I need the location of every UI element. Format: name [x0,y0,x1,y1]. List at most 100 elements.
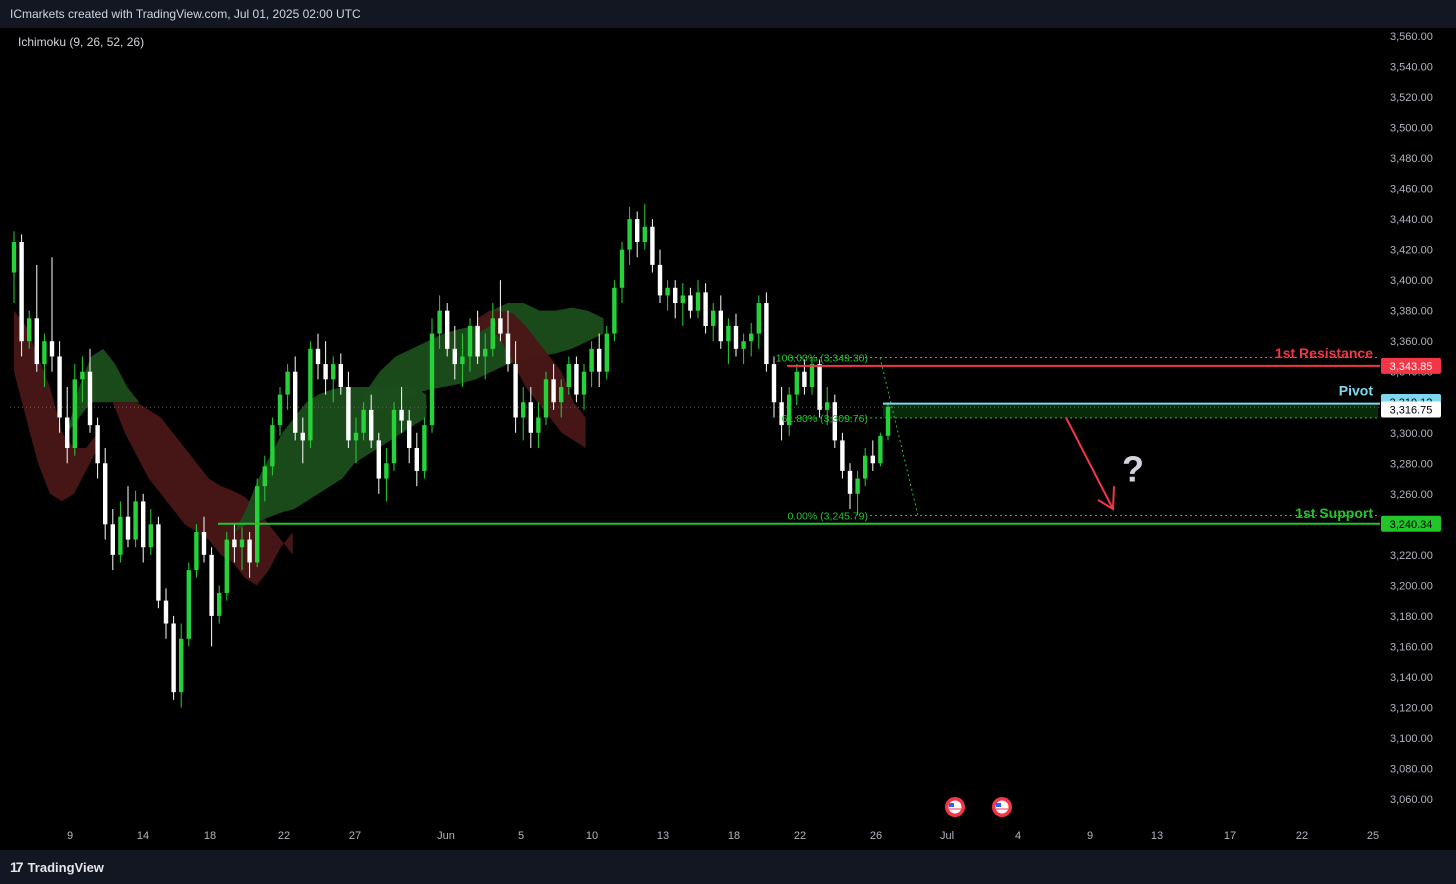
candle [802,359,807,395]
fib-trend-line [879,357,919,516]
candle [665,280,670,311]
candle [323,341,328,395]
candle [57,341,62,433]
candle [95,417,100,479]
candle [581,364,587,410]
question-mark: ? [1122,449,1144,490]
y-tick-label: 3,440.00 [1390,214,1433,226]
y-tick-label: 3,280.00 [1390,458,1433,470]
x-tick-label: 10 [586,830,598,842]
candle [376,432,381,494]
x-tick-label: 9 [1087,830,1093,842]
candle [186,562,191,647]
annotations: 100.00% (3,349.30) 61.80% (3,309.76) 0.00%… [218,345,1441,817]
x-tick-label: 4 [1015,830,1021,842]
candle [87,348,93,433]
candle [885,402,891,441]
candle [27,310,32,349]
candle [711,303,716,342]
y-tick-label: 3,560.00 [1390,31,1433,43]
candle [224,531,229,601]
y-tick-label: 3,480.00 [1390,153,1433,165]
y-tick-label: 3,540.00 [1390,62,1433,74]
chart-area[interactable]: 3,560.00 3,540.00 3,520.00 3,500.00 3,480.00… [0,28,1456,850]
candle [163,588,169,639]
fib-label: 61.80% (3,309.76) [782,413,868,425]
candle [110,509,115,571]
candle [247,531,252,578]
y-tick-label: 3,300.00 [1390,428,1433,440]
y-tick-label: 3,400.00 [1390,275,1433,287]
candles [11,203,891,708]
candle [239,527,245,571]
candle [467,318,473,372]
candle [262,455,267,502]
current-price-tag-bg [1381,401,1441,418]
x-tick-label: 13 [1151,830,1163,842]
x-tick-label: 27 [349,830,361,842]
candle [657,249,663,304]
candle [612,280,617,342]
candle [399,386,404,433]
cloud-segment-3 [234,383,427,532]
candle [650,219,655,273]
y-tick-label: 3,180.00 [1390,611,1433,623]
x-tick-label: 22 [794,830,806,842]
x-tick-label: 26 [870,830,882,842]
candle [103,448,108,540]
forecast-arrow-shaft [1065,417,1114,510]
us-flag-icon[interactable] [992,797,1012,817]
candle [840,432,845,479]
resistance-price-tag-bg [1381,357,1441,374]
tradingview-logo-text: TradingView [27,859,104,875]
candle [574,356,579,403]
candle [832,394,837,449]
cloud-segment-1 [67,348,140,433]
candle [680,283,685,326]
candle [277,386,283,436]
candle [80,356,85,403]
candle [619,242,625,304]
candle [589,341,594,387]
candle [703,283,708,334]
forecast-arrow-head [1097,486,1115,511]
us-flag-icon[interactable] [945,797,965,817]
candle [194,524,199,578]
x-tick-label: 13 [657,830,669,842]
candle [787,386,792,436]
y-tick-label: 3,120.00 [1390,702,1433,714]
candle [118,501,123,563]
candle [384,448,389,502]
x-tick-label: 22 [278,830,290,842]
candle [635,211,640,258]
current-price-tag: 3,316.75 [1390,404,1433,416]
candle [505,310,511,372]
bottom-bar: 17 TradingView [0,850,1456,884]
indicator-label: Ichimoku (9, 26, 52, 26) [18,35,144,49]
candle [315,333,321,380]
y-tick-label: 3,420.00 [1390,245,1433,257]
pivot-label: Pivot [1339,383,1374,399]
tradingview-logo[interactable]: 17 TradingView [10,859,104,875]
candle [270,417,275,476]
candle [346,371,351,449]
resistance-price-tag: 3,343.85 [1390,361,1433,373]
y-tick-label: 3,500.00 [1390,123,1433,135]
candle [209,547,214,647]
support-label: 1st Support [1295,505,1373,521]
candle [809,357,815,395]
x-tick-label: 14 [137,830,149,842]
candle [673,280,678,319]
top-caption-bar: ICmarkets created with TradingView.com, … [0,0,1456,28]
candle [741,333,746,365]
candle [551,364,556,410]
pivot-zone [883,403,1378,418]
candle [817,359,822,418]
y-tick-label: 3,380.00 [1390,306,1433,318]
price-axis: 3,560.00 3,540.00 3,520.00 3,500.00 3,480.00… [1380,28,1456,818]
candle [293,356,298,441]
price-chart[interactable]: 3,560.00 3,540.00 3,520.00 3,500.00 3,480.00… [0,28,1456,850]
cloud-segment-5 [477,310,586,449]
time-axis: 9 14 18 22 27 Jun 5 10 13 18 22 26 Jul 4 9 13 17 22 25 [67,830,1379,842]
candle [543,371,549,426]
